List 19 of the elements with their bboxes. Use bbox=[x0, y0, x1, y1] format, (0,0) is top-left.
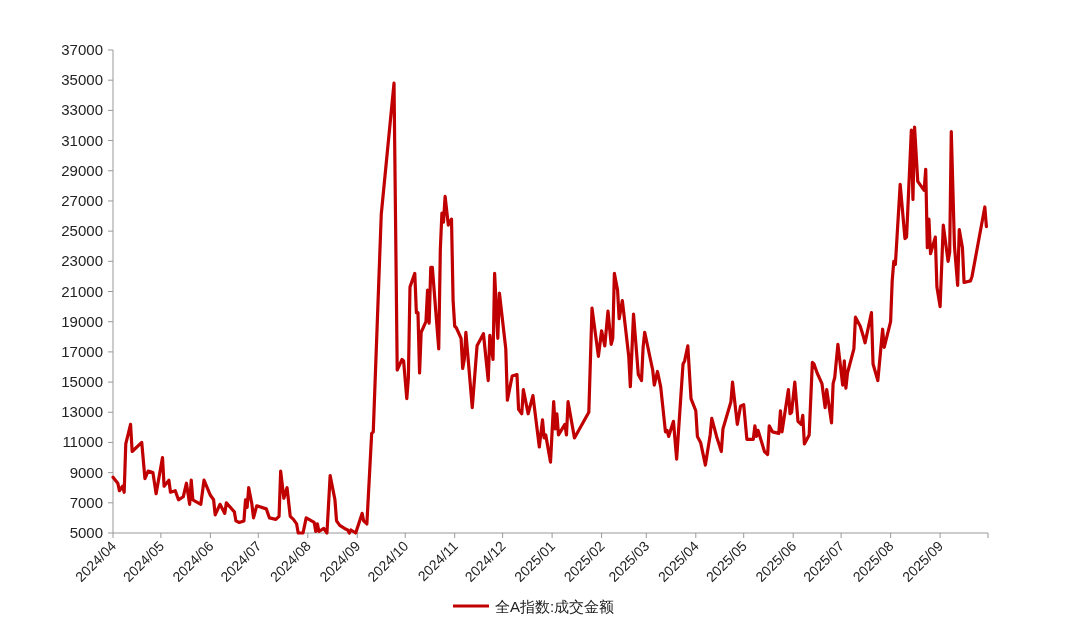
y-tick-label: 19000 bbox=[61, 312, 103, 330]
y-tick-label: 11000 bbox=[62, 433, 103, 451]
y-tick-label: 5000 bbox=[69, 524, 103, 541]
y-tick-label: 15000 bbox=[61, 373, 103, 391]
y-tick-label: 31000 bbox=[61, 131, 103, 149]
y-tick-label: 25000 bbox=[61, 222, 103, 240]
y-tick-label: 9000 bbox=[69, 463, 103, 481]
y-tick-label: 29000 bbox=[61, 161, 103, 179]
y-tick-label: 27000 bbox=[61, 191, 103, 209]
y-tick-label: 37000 bbox=[61, 41, 103, 58]
y-tick-label: 35000 bbox=[61, 71, 103, 89]
y-tick-label: 33000 bbox=[61, 101, 103, 119]
y-tick-label: 17000 bbox=[61, 342, 103, 360]
y-tick-label: 13000 bbox=[61, 403, 103, 421]
y-tick-label: 23000 bbox=[61, 252, 103, 270]
legend: 全A指数:成交金额 bbox=[453, 597, 615, 615]
y-tick-label: 21000 bbox=[61, 282, 103, 300]
y-tick-label: 7000 bbox=[69, 493, 103, 511]
legend-label: 全A指数:成交金额 bbox=[495, 597, 615, 615]
